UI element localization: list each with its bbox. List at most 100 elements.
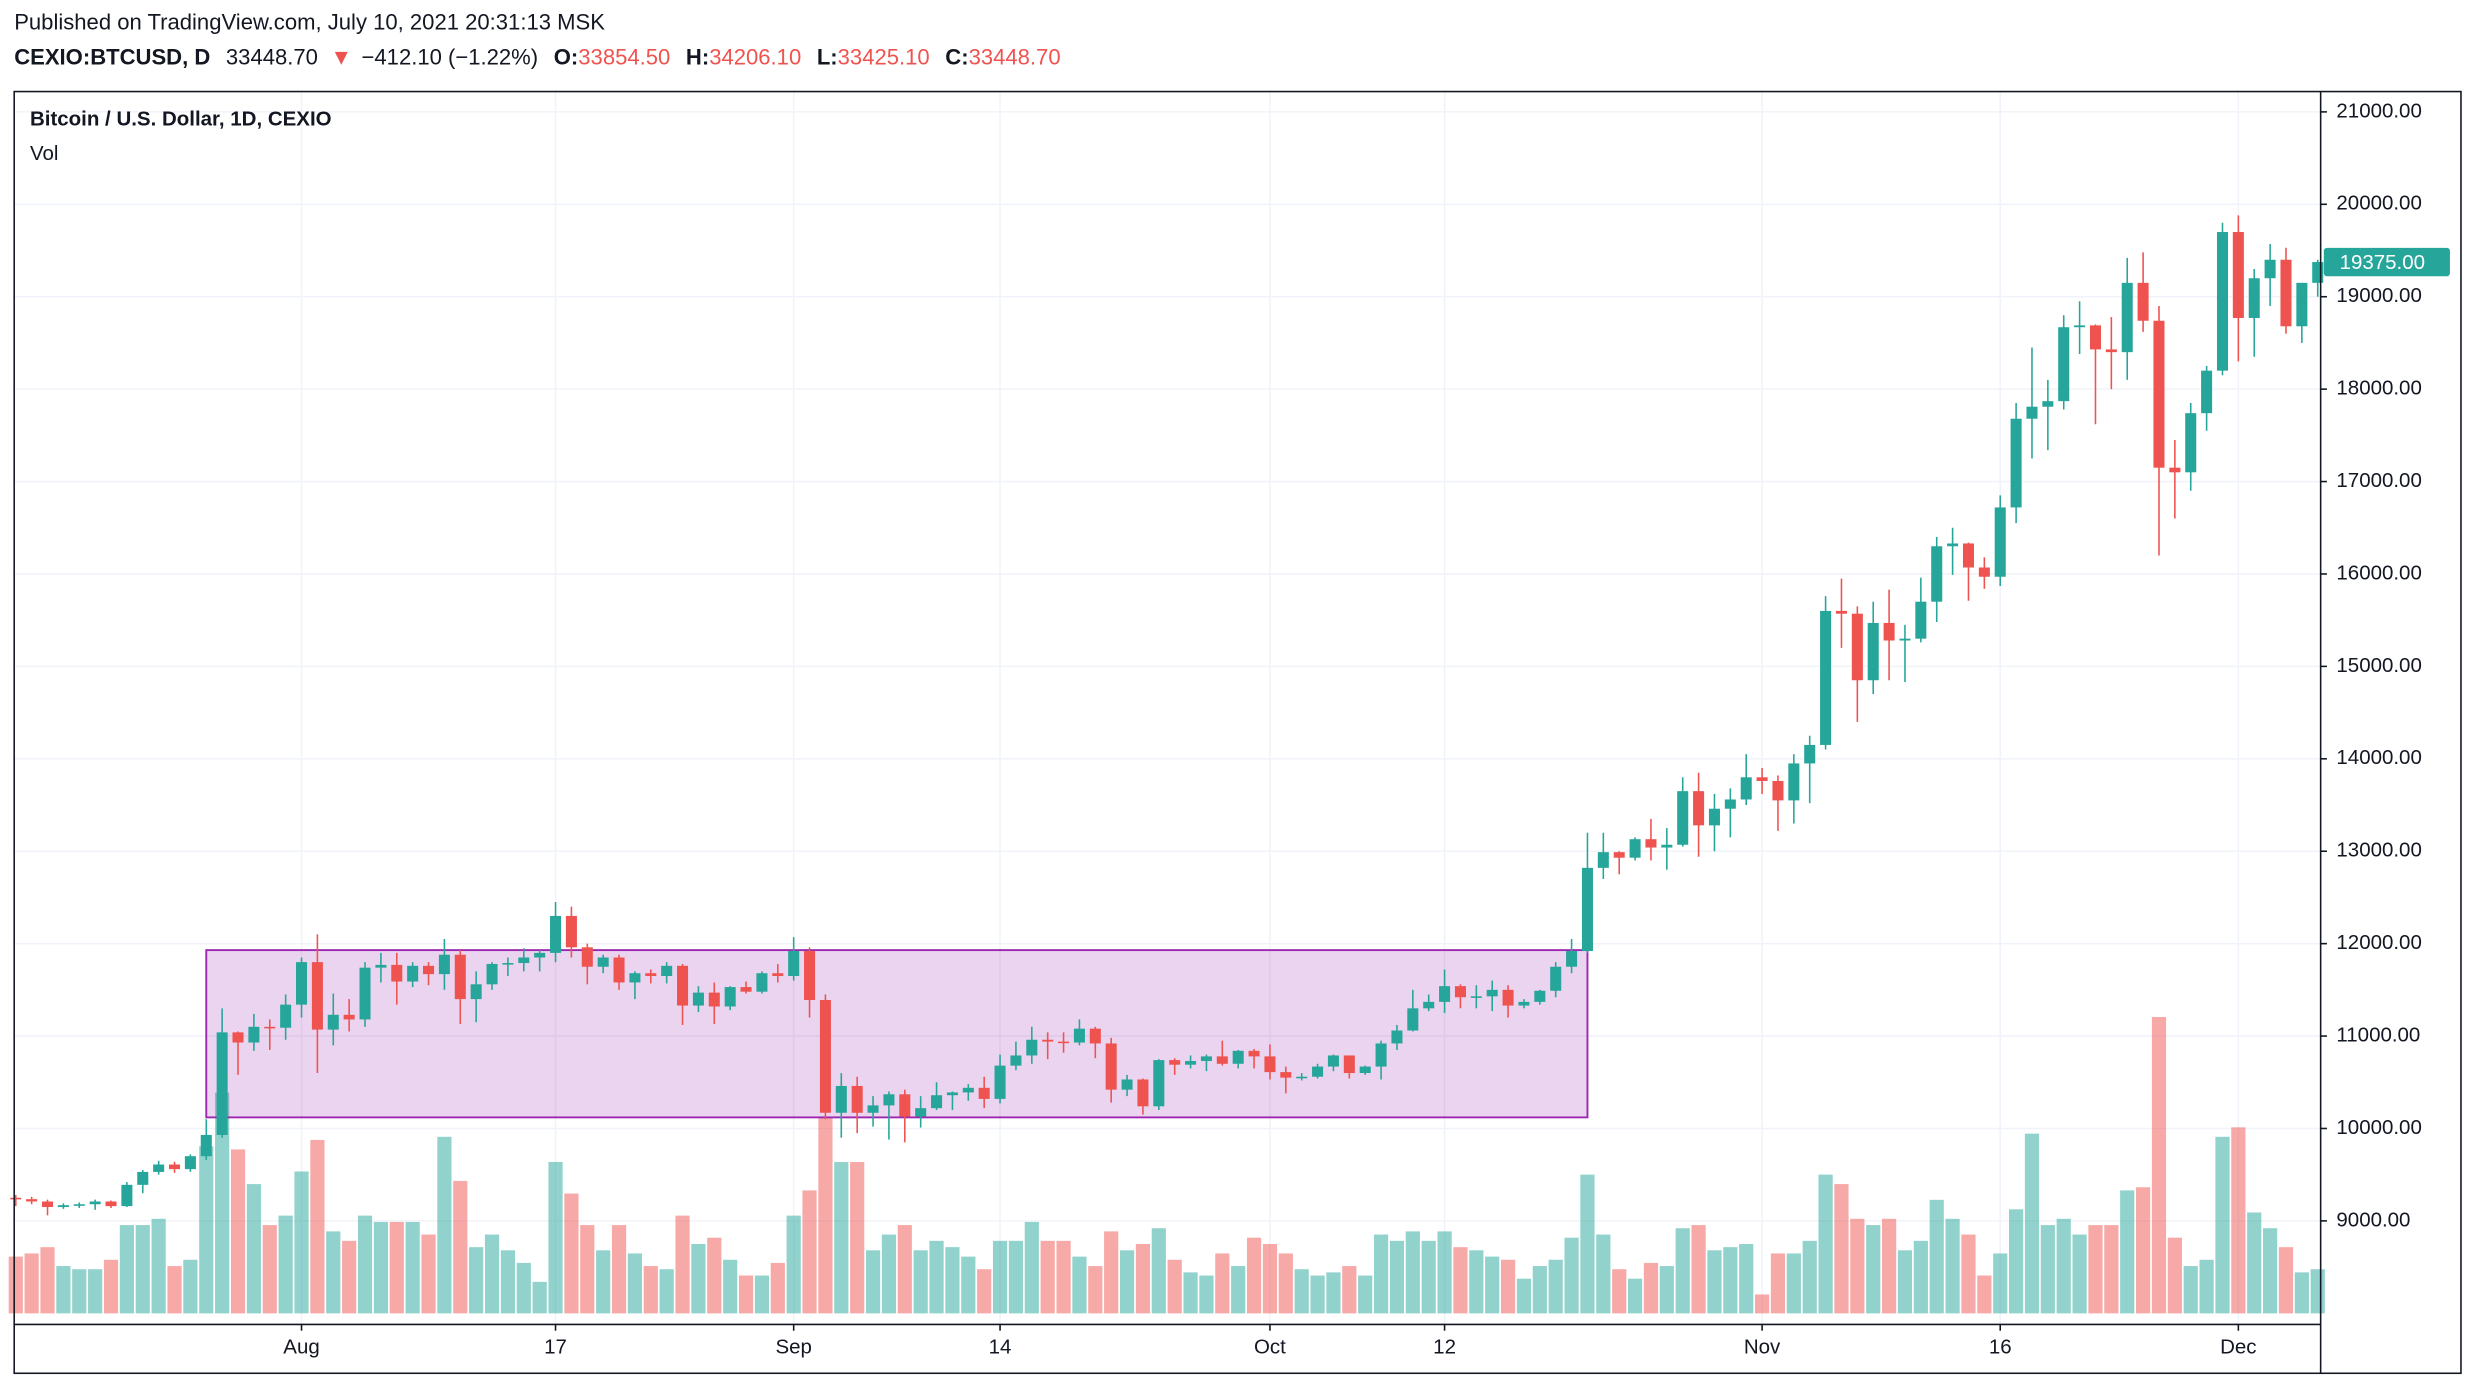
candle-body <box>1931 546 1943 602</box>
candle-body <box>343 1014 355 1020</box>
candle-body <box>1899 638 1911 641</box>
candle-body <box>1994 507 2006 577</box>
candle-body <box>2042 401 2054 407</box>
candle-body <box>1185 1061 1197 1065</box>
candle-body <box>2280 259 2292 327</box>
volume-bar <box>2263 1228 2278 1314</box>
y-tick-label: 17000.00 <box>2336 469 2421 492</box>
volume-bar <box>1627 1278 1643 1314</box>
volume-bar <box>786 1215 801 1314</box>
volume-bar <box>2136 1187 2151 1314</box>
volume-bar <box>2167 1237 2182 1314</box>
last-price-label: 19375.00 <box>2340 251 2425 274</box>
candle-body <box>1502 989 1514 1006</box>
x-tick-label: 17 <box>544 1335 567 1358</box>
x-tick-label: 14 <box>989 1335 1012 1358</box>
volume-bar <box>1373 1234 1389 1314</box>
legend-title: Bitcoin / U.S. Dollar, 1D, CEXIO <box>30 107 332 130</box>
volume-bar <box>373 1221 388 1314</box>
axes: 9000.00 10000.00 11000.00 12000.00 13000.00 1… <box>283 99 2450 1358</box>
volume-bar <box>659 1269 674 1314</box>
volume-bar <box>2183 1266 2198 1314</box>
candle-body <box>1629 839 1641 858</box>
volume-bar <box>1993 1253 2008 1314</box>
volume-bar <box>2294 1272 2309 1314</box>
candle-body <box>2264 259 2276 279</box>
volume-bar <box>580 1225 595 1314</box>
candle-body <box>1708 808 1720 826</box>
volume-bar <box>1977 1275 1992 1314</box>
candle-body <box>978 1087 990 1099</box>
candle-body <box>26 1199 38 1202</box>
last-price: 33448.70 <box>226 44 318 69</box>
candle-body <box>1216 1056 1228 1064</box>
candle-body <box>470 984 482 1000</box>
last-price-tag <box>2323 247 2450 277</box>
candle-body <box>105 1201 117 1207</box>
candle-body <box>200 1134 212 1157</box>
volume-bar <box>707 1237 722 1314</box>
candle-body <box>1581 867 1593 952</box>
volume-bar <box>564 1193 579 1314</box>
volume-bar <box>1389 1240 1405 1314</box>
volume-bar <box>2151 1016 2167 1314</box>
candle-body <box>1740 777 1752 800</box>
candle-body <box>184 1156 196 1170</box>
volume-bar <box>1580 1174 1595 1314</box>
candle-body <box>1645 839 1657 848</box>
volume-bar <box>1612 1269 1627 1314</box>
candle-body <box>486 963 498 985</box>
volume-bar <box>850 1162 865 1314</box>
candle-body <box>946 1092 958 1096</box>
candle-body <box>57 1205 69 1208</box>
candle-body <box>1566 951 1578 967</box>
volume-bar <box>738 1275 754 1314</box>
candle-body <box>296 962 308 1005</box>
candle-body <box>1327 1055 1339 1067</box>
candle-body <box>1804 744 1816 764</box>
candle-body <box>708 992 720 1007</box>
volume-bar <box>1310 1275 1325 1314</box>
volume-bar <box>596 1250 611 1314</box>
x-tick-label: Dec <box>2220 1335 2256 1358</box>
volume-bar <box>310 1139 325 1314</box>
volume-bar <box>1707 1250 1722 1314</box>
candle-body <box>1089 1028 1101 1044</box>
candle-body <box>1058 1041 1070 1044</box>
candle-body <box>1200 1056 1212 1062</box>
volume-bar <box>2310 1269 2325 1314</box>
volume-bar <box>1278 1253 1293 1314</box>
candle-body <box>1486 989 1498 997</box>
candle-body <box>661 965 673 976</box>
volume-bar <box>469 1247 484 1314</box>
candle-body <box>962 1087 974 1093</box>
candle-body <box>2201 370 2213 414</box>
volume-bar <box>1532 1266 1547 1314</box>
candle-body <box>2296 282 2308 327</box>
candle-body <box>438 954 450 975</box>
candle-body <box>645 973 657 976</box>
candle-body <box>819 1000 831 1113</box>
volume-bar <box>548 1162 563 1314</box>
volume-bar <box>1088 1266 1103 1314</box>
candle-body <box>1153 1060 1165 1107</box>
volume-bar <box>1437 1231 1452 1314</box>
volume-bar <box>1262 1243 1278 1314</box>
volume-bar <box>1691 1225 1706 1314</box>
volume-bar <box>1024 1221 1039 1314</box>
volume-bar <box>1104 1231 1119 1314</box>
candle-body <box>788 951 800 976</box>
volume-bar <box>865 1250 881 1314</box>
candle-body <box>327 1014 339 1030</box>
y-tick-label: 10000.00 <box>2336 1116 2421 1139</box>
candle-body <box>1010 1055 1022 1066</box>
candle-body <box>1518 1001 1530 1006</box>
volume-bar <box>1421 1240 1436 1314</box>
volume-bar <box>1866 1225 1881 1314</box>
volume-bar <box>1786 1253 1801 1314</box>
volume-bar <box>1850 1218 1865 1314</box>
volume-bar <box>723 1259 738 1314</box>
volume-bar <box>675 1215 690 1314</box>
